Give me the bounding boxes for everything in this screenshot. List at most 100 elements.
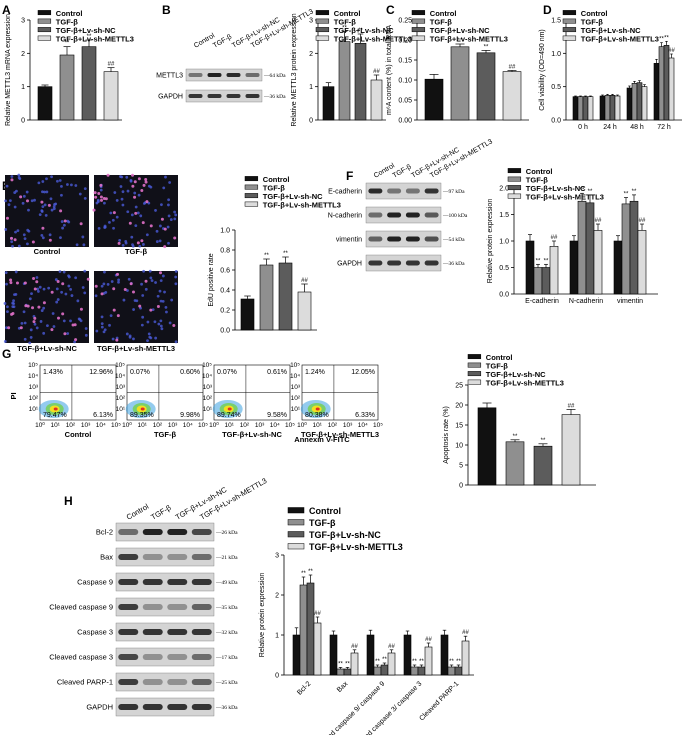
blot-f: ControlTGF-βTGF-β+Lv-sh-NCTGF-β+Lv-sh-ME… [328,138,494,272]
edu-nucleus [62,270,66,274]
chart-e-legend-swatch [244,184,259,190]
flow-x-tick-label: 10¹ [312,422,322,429]
edu-nucleus [40,309,44,312]
edu-nucleus [75,243,79,247]
edu-nucleus [83,291,87,295]
flow-plot-label: TGF-β+Lv-sh-NC [222,430,282,439]
edu-nucleus [60,193,63,197]
flow-x-tick-label: 10⁵ [111,422,121,429]
chart-f-significance-mark: ## [595,218,602,224]
edu-label: Control [34,247,61,256]
flow-y-tick-label: 10³ [203,384,213,391]
chart-c-legend-swatch [411,27,426,33]
chart-b-legend-swatch [315,27,330,33]
chart-e-significance-mark: ** [264,253,269,259]
chart-e-bar [259,264,274,331]
edu-positive-cell [117,241,121,245]
chart-f-legend-swatch [507,168,522,174]
edu-nucleus [69,319,72,323]
edu-label: TGF-β [125,247,147,256]
edu-nucleus [113,191,117,194]
edu-nucleus [59,236,62,240]
edu-nucleus [130,235,134,239]
edu-nucleus [29,336,33,339]
edu-nucleus [164,305,168,309]
chart-d-legend-swatch [562,35,577,41]
chart-h-x-tick-label: Cleaved PARP-1 [418,680,460,722]
chart-a-legend-label: TGF-β [56,18,78,27]
chart-d-bar [614,95,621,121]
blot-f-band [387,236,402,242]
edu-image-background [94,175,178,247]
edu-nucleus [33,322,37,326]
edu-nucleus [158,239,162,243]
chart-g-bar [477,407,497,486]
edu-positive-cell [57,316,61,320]
edu-image-background [5,271,89,343]
edu-nucleus [151,308,155,312]
flow-x-tick-label: 10⁰ [209,421,219,429]
edu-nucleus [120,175,124,179]
edu-image: TGF-β [92,173,178,256]
blot-h: Control TGF-β TGF-β+Lv-sh-NCTGF-β+Lv-sh-ME… [49,476,268,717]
edu-nucleus [169,218,173,221]
chart-b-significance-mark: ## [373,69,380,75]
chart-g-significance-mark: ** [541,438,546,444]
edu-positive-cell [32,277,36,281]
chart-g-y-tick-label: 5 [459,463,463,470]
edu-positive-cell [172,323,176,327]
blot-h-band [118,679,139,685]
edu-nucleus [103,224,107,228]
edu-nucleus [146,339,149,343]
edu-positive-cell [26,199,30,203]
edu-label: TGF-β+Lv-sh-METTL3 [97,344,175,353]
edu-positive-cell [112,211,116,215]
chart-a-y-tick-label: 0 [21,118,25,125]
chart-a-y-tick-label: 1 [21,84,25,91]
chart-b-bar [354,43,367,121]
edu-nucleus [117,280,120,284]
edu-nucleus [79,319,83,323]
chart-h-significance-mark: ** [345,661,350,667]
chart-f-bar [585,202,595,295]
blot-h-row-label: Caspase 9 [77,578,113,587]
edu-positive-cell [35,280,39,284]
blot-f-row-label: GAPDH [337,261,362,268]
blot-h-strip [115,647,215,667]
edu-nucleus [17,173,21,177]
edu-nucleus [74,184,78,187]
edu-positive-cell [31,306,35,310]
edu-nucleus [109,211,113,215]
blot-b-strip [185,89,263,103]
chart-d-legend-label: TGF-β+Lv-sh-METTL3 [581,35,659,44]
edu-nucleus [130,213,134,217]
edu-nucleus [111,218,115,222]
chart-e-y-tick-label: 0.8 [220,248,230,255]
chart-f-x-tick-label: E-cadherin [525,298,559,305]
chart-e-significance-mark: ** [283,251,288,257]
chart-h-y-label: Relative protein expression [259,573,266,658]
chart-e-legend-swatch [244,176,259,182]
blot-b-row-label: METTL3 [156,73,183,80]
edu-nucleus [41,236,45,240]
chart-h-bar [350,652,359,676]
blot-h-band [118,554,139,560]
edu-positive-cell [104,197,108,201]
chart-e-significance-mark: ## [301,278,308,284]
edu-nucleus [20,322,24,325]
chart-g-y-tick-label: 10 [455,443,463,450]
edu-nucleus [55,300,59,304]
edu-positive-cell [86,277,90,281]
chart-b-bar [322,86,335,121]
edu-positive-cell [156,305,160,309]
edu-nucleus [126,289,129,292]
flow-quadrant-q4: 6.33% [355,412,375,419]
edu-nucleus [54,278,58,281]
edu-nucleus [33,198,36,202]
flow-plot: 0.07% 0.61% 89.74% 9.58% 10¹ 10² 10³ 10⁴ 10⁵ 10⁰ 1… [202,362,295,439]
edu-nucleus [109,314,113,318]
chart-g-legend-label: TGF-β [486,362,508,371]
edu-positive-cell [106,173,110,177]
edu-nucleus [28,341,32,345]
chart-h-significance-mark: ** [301,571,306,577]
